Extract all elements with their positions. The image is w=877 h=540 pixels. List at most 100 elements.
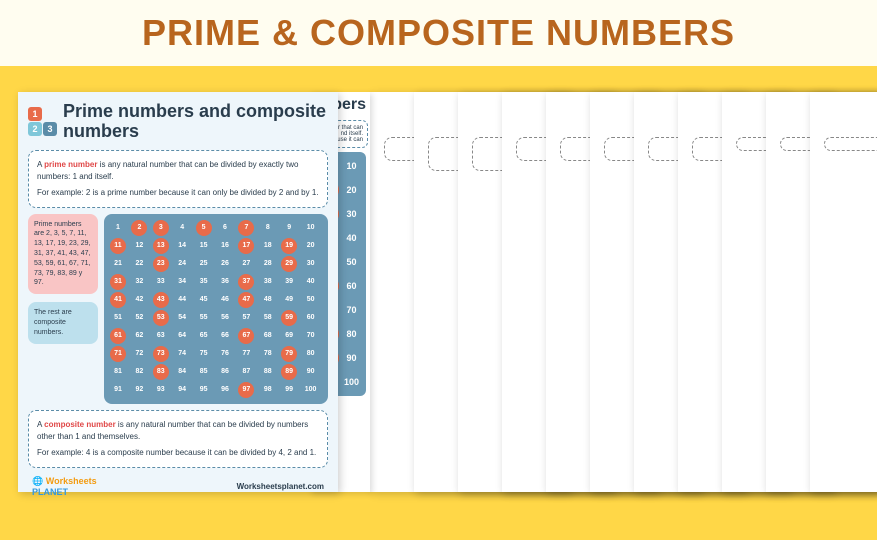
cell-17: 17 xyxy=(238,238,254,254)
cell-31: 31 xyxy=(110,274,126,290)
main-worksheet: 1 2 3 Prime numbers and composite number… xyxy=(18,92,338,492)
cell-98: 98 xyxy=(260,382,276,398)
cell-48: 48 xyxy=(260,292,276,308)
strip-cell-70: 70 xyxy=(342,300,362,320)
cell-59: 59 xyxy=(281,310,297,326)
cell-33: 33 xyxy=(153,274,169,290)
cell-36: 36 xyxy=(217,274,233,290)
cell-43: 43 xyxy=(153,292,169,308)
cell-56: 56 xyxy=(217,310,233,326)
strip-cell-40: 40 xyxy=(342,228,362,248)
cell-80: 80 xyxy=(303,346,319,362)
cell-42: 42 xyxy=(131,292,147,308)
cell-91: 91 xyxy=(110,382,126,398)
cell-53: 53 xyxy=(153,310,169,326)
hundred-chart: 1234567891011121314151617181920212223242… xyxy=(104,214,328,404)
cell-79: 79 xyxy=(281,346,297,362)
cell-32: 32 xyxy=(131,274,147,290)
cell-19: 19 xyxy=(281,238,297,254)
block-1: 1 xyxy=(28,107,42,121)
cell-28: 28 xyxy=(260,256,276,272)
bg-defbox xyxy=(824,137,877,151)
cell-6: 6 xyxy=(217,220,233,236)
cell-2: 2 xyxy=(131,220,147,236)
cell-64: 64 xyxy=(174,328,190,344)
cell-69: 69 xyxy=(281,328,297,344)
composite-definition-box: A composite number is any natural number… xyxy=(28,410,328,468)
logo: 🌐 Worksheets PLANET xyxy=(32,476,97,497)
prime-def-line2: For example: 2 is a prime number because… xyxy=(37,187,319,199)
strip-cell-20: 20 xyxy=(342,180,362,200)
side-notes: Prime numbers are 2, 3, 5, 7, 11, 13, 17… xyxy=(28,214,98,404)
cell-40: 40 xyxy=(303,274,319,290)
prime-def-line1: A prime number is any natural number tha… xyxy=(37,159,319,183)
cell-41: 41 xyxy=(110,292,126,308)
cell-61: 61 xyxy=(110,328,126,344)
cell-50: 50 xyxy=(303,292,319,308)
cell-65: 65 xyxy=(196,328,212,344)
cell-95: 95 xyxy=(196,382,212,398)
main-footer: 🌐 Worksheets PLANET Worksheetsplanet.com xyxy=(28,476,328,497)
cell-76: 76 xyxy=(217,346,233,362)
bg-head: rs xyxy=(818,100,877,133)
cell-93: 93 xyxy=(153,382,169,398)
cell-70: 70 xyxy=(303,328,319,344)
cell-9: 9 xyxy=(281,220,297,236)
cell-52: 52 xyxy=(131,310,147,326)
cell-37: 37 xyxy=(238,274,254,290)
cell-14: 14 xyxy=(174,238,190,254)
cell-72: 72 xyxy=(131,346,147,362)
cell-46: 46 xyxy=(217,292,233,308)
strip-cell-10: 10 xyxy=(342,156,362,176)
cell-96: 96 xyxy=(217,382,233,398)
cell-24: 24 xyxy=(174,256,190,272)
cell-8: 8 xyxy=(260,220,276,236)
block-3: 3 xyxy=(43,122,57,136)
main-heading: Prime numbers and composite numbers xyxy=(63,102,328,142)
main-title-row: 1 2 3 Prime numbers and composite number… xyxy=(28,102,328,142)
cell-82: 82 xyxy=(131,364,147,380)
worksheet-stage: ionby☐ posite☐ posite☐ posite☐ posite☐ p… xyxy=(0,74,877,524)
prime-definition-box: A prime number is any natural number tha… xyxy=(28,150,328,208)
strip-cell-80: 80 xyxy=(342,324,362,344)
cell-74: 74 xyxy=(174,346,190,362)
strip-cell-90: 90 xyxy=(342,348,362,368)
cell-22: 22 xyxy=(131,256,147,272)
cell-18: 18 xyxy=(260,238,276,254)
cell-81: 81 xyxy=(110,364,126,380)
strip-cell-30: 30 xyxy=(342,204,362,224)
cell-39: 39 xyxy=(281,274,297,290)
cell-88: 88 xyxy=(260,364,276,380)
cell-58: 58 xyxy=(260,310,276,326)
cell-20: 20 xyxy=(303,238,319,254)
cell-7: 7 xyxy=(238,220,254,236)
composite-note: The rest are composite numbers. xyxy=(28,302,98,343)
cell-94: 94 xyxy=(174,382,190,398)
cell-44: 44 xyxy=(174,292,190,308)
cell-11: 11 xyxy=(110,238,126,254)
cell-29: 29 xyxy=(281,256,297,272)
cell-87: 87 xyxy=(238,364,254,380)
cell-1: 1 xyxy=(110,220,126,236)
cell-10: 10 xyxy=(303,220,319,236)
cell-4: 4 xyxy=(174,220,190,236)
cell-86: 86 xyxy=(217,364,233,380)
cell-23: 23 xyxy=(153,256,169,272)
cell-47: 47 xyxy=(238,292,254,308)
cell-84: 84 xyxy=(174,364,190,380)
cell-62: 62 xyxy=(131,328,147,344)
cell-90: 90 xyxy=(303,364,319,380)
cell-21: 21 xyxy=(110,256,126,272)
cell-12: 12 xyxy=(131,238,147,254)
logo-word-1: Worksheets xyxy=(46,476,97,486)
cell-68: 68 xyxy=(260,328,276,344)
page-title: PRIME & COMPOSITE NUMBERS xyxy=(0,12,877,54)
title-number-blocks: 1 2 3 xyxy=(28,107,57,136)
strip-cell-100: 100 xyxy=(342,372,362,392)
cell-97: 97 xyxy=(238,382,254,398)
logo-icon: 🌐 xyxy=(32,476,43,486)
cell-99: 99 xyxy=(281,382,297,398)
mid-content-row: Prime numbers are 2, 3, 5, 7, 11, 13, 17… xyxy=(28,214,328,404)
cell-83: 83 xyxy=(153,364,169,380)
cell-27: 27 xyxy=(238,256,254,272)
